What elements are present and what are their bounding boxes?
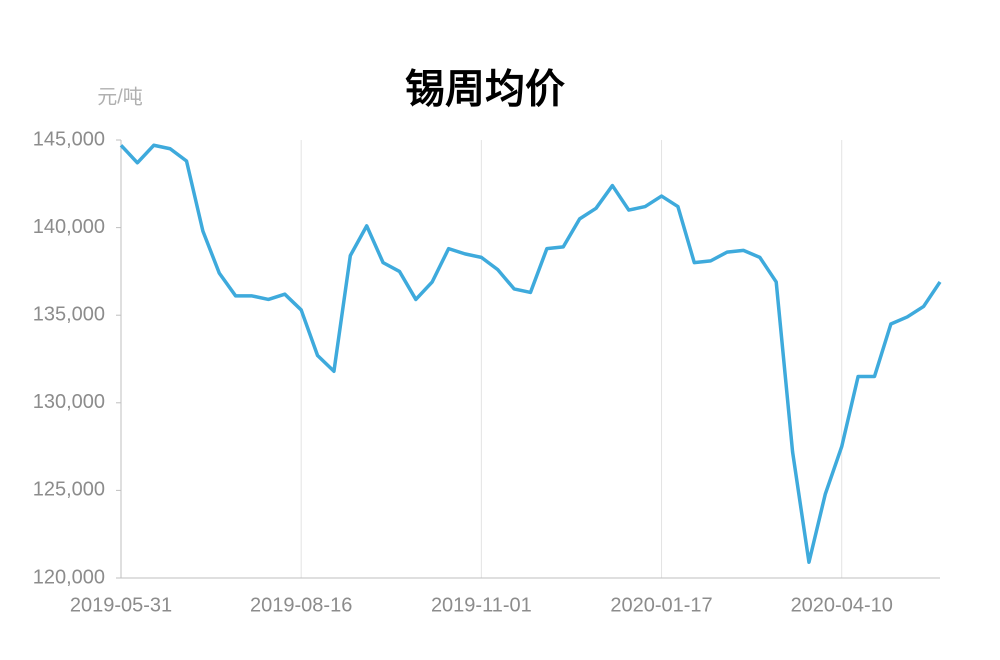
y-tick-label: 130,000 — [33, 391, 105, 413]
x-tick-label: 2020-01-17 — [610, 594, 712, 616]
x-tick-label: 2019-05-31 — [70, 594, 172, 616]
y-tick-label: 125,000 — [33, 479, 105, 501]
y-axis-unit: 元/吨 — [97, 85, 143, 108]
y-tick-label: 135,000 — [33, 303, 105, 325]
x-tick-label: 2019-11-01 — [431, 594, 532, 616]
y-tick-label: 120,000 — [33, 566, 105, 588]
x-tick-label: 2019-08-16 — [250, 594, 352, 616]
y-tick-label: 140,000 — [33, 216, 105, 238]
y-tick-label: 145,000 — [33, 128, 105, 150]
x-tick-label: 2020-04-10 — [791, 594, 893, 616]
chart-title: 锡周均价 — [405, 68, 565, 112]
line — [119, 143, 942, 564]
